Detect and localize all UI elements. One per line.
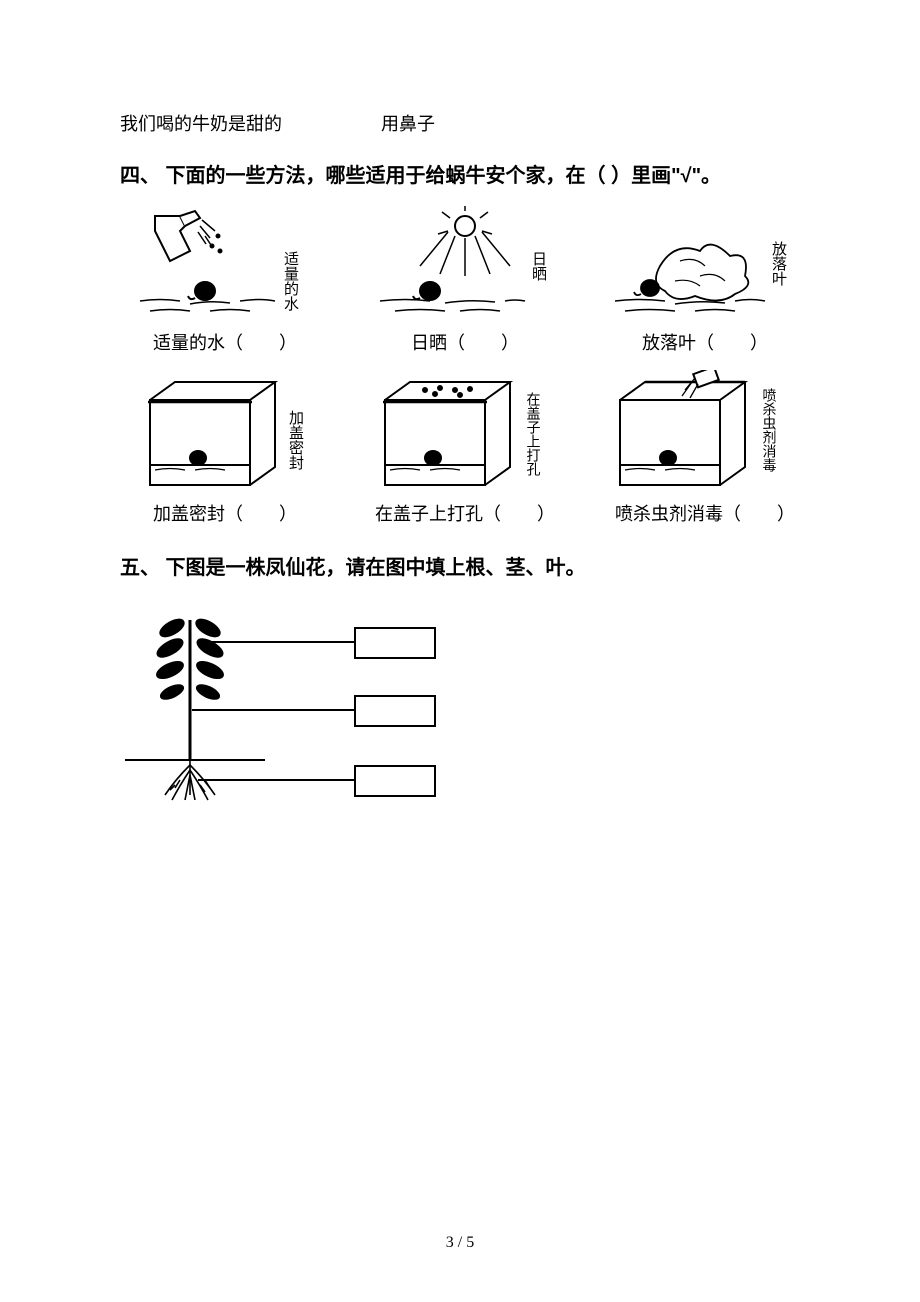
illustration-sealed: 加盖密封 xyxy=(120,377,330,492)
section5-heading: 五、 下图是一株凤仙花，请在图中填上根、茎、叶。 xyxy=(120,548,800,588)
cell-sun: 日晒 日晒（ ） xyxy=(360,206,570,371)
svg-text:喷杀虫剂消毒: 喷杀虫剂消毒 xyxy=(761,388,777,472)
cell-sealed: 加盖密封 加盖密封（ ） xyxy=(120,377,330,542)
illustration-holes: 在盖子上打孔 xyxy=(360,377,570,492)
cell-spray: 喷杀虫剂消毒 喷杀虫剂消毒（ ） xyxy=(600,377,810,542)
caption-holes: 在盖子上打孔（ ） xyxy=(360,500,570,526)
carryover-right: 用鼻子 xyxy=(381,114,435,134)
section4-heading: 四、 下面的一些方法，哪些适用于给蜗牛安个家，在（ ）里画"√"。 xyxy=(120,156,800,196)
illustration-leaves: 放落叶 xyxy=(600,206,810,321)
svg-text:加盖密封: 加盖密封 xyxy=(287,410,304,470)
caption-leaves: 放落叶（ ） xyxy=(600,329,810,355)
plant-diagram xyxy=(120,600,800,815)
carryover-line: 我们喝的牛奶是甜的 用鼻子 xyxy=(120,110,800,136)
cell-holes: 在盖子上打孔 在盖子上打孔（ ） xyxy=(360,377,570,542)
carryover-left: 我们喝的牛奶是甜的 xyxy=(120,114,282,134)
caption-spray: 喷杀虫剂消毒（ ） xyxy=(600,500,810,526)
illustration-water: 适量的水 xyxy=(120,206,330,321)
illustration-spray: 喷杀虫剂消毒 xyxy=(600,377,810,492)
caption-sealed: 加盖密封（ ） xyxy=(120,500,330,526)
illustration-sun: 日晒 xyxy=(360,206,570,321)
snail-row-1: 适量的水 适量的水（ ） xyxy=(120,206,800,371)
cell-leaves: 放落叶 放落叶（ ） xyxy=(600,206,810,371)
svg-text:日晒: 日晒 xyxy=(530,251,546,281)
snail-row-2: 加盖密封 加盖密封（ ） xyxy=(120,377,800,542)
page-number: 3 / 5 xyxy=(0,1234,920,1252)
svg-text:放落叶: 放落叶 xyxy=(770,241,787,286)
cell-water: 适量的水 适量的水（ ） xyxy=(120,206,330,371)
caption-sun: 日晒（ ） xyxy=(360,329,570,355)
svg-text:在盖子上打孔: 在盖子上打孔 xyxy=(525,392,541,477)
svg-text:适量的水: 适量的水 xyxy=(282,251,299,311)
caption-water: 适量的水（ ） xyxy=(120,329,330,355)
